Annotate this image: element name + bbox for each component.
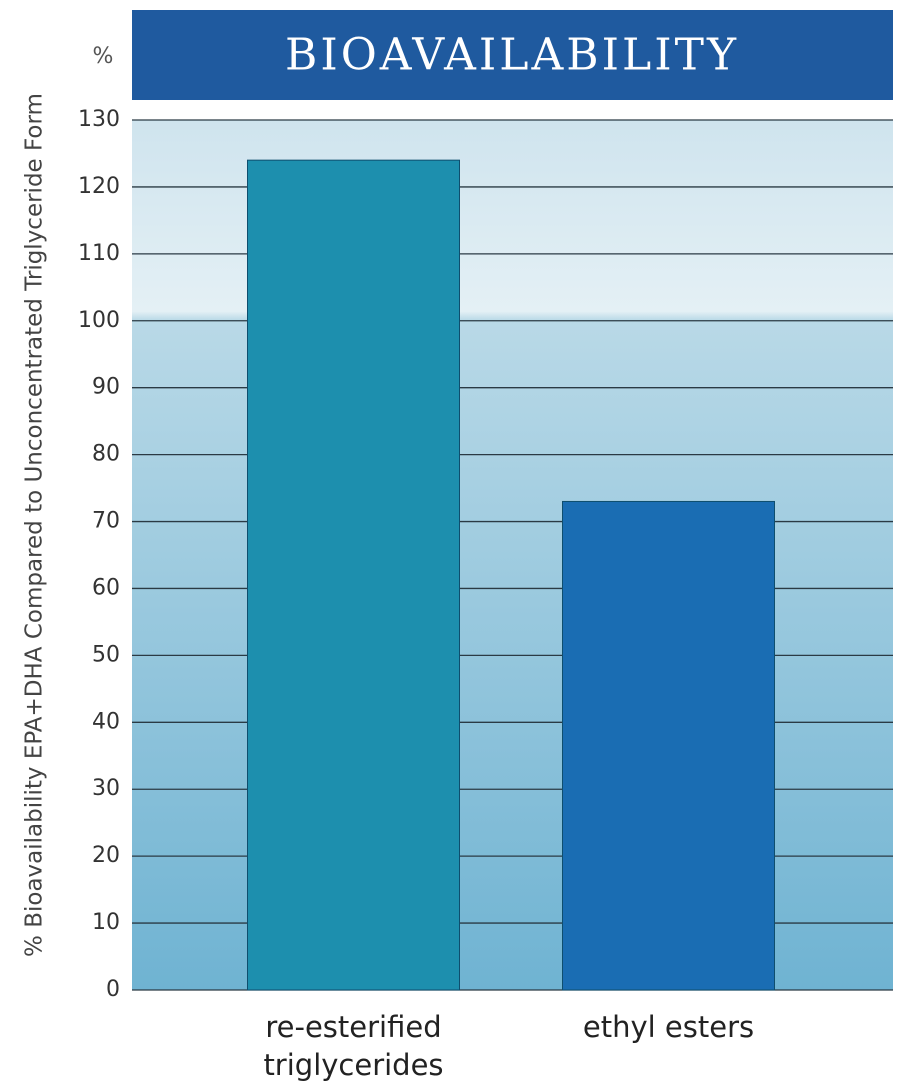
title-banner [132, 10, 893, 100]
y-tick-label: 110 [78, 241, 120, 266]
y-tick-label: 80 [92, 442, 120, 467]
x-tick-label: ethyl esters [582, 1010, 755, 1044]
y-tick-label: 90 [92, 375, 120, 400]
y-tick-label: 10 [92, 910, 120, 935]
bar [562, 500, 775, 991]
y-axis-label: % Bioavailability EPA+DHA Compared to Un… [22, 93, 48, 957]
y-tick-label: 100 [78, 308, 120, 333]
plot-background [132, 120, 893, 990]
chart-title: BIOAVAILABILITY [285, 30, 739, 81]
y-tick-label: 30 [92, 776, 120, 801]
bar [247, 159, 460, 991]
x-tick-label: re-esterified triglycerides [263, 1010, 444, 1082]
y-tick-label: 120 [78, 174, 120, 199]
y-tick-label: 70 [92, 509, 120, 534]
y-tick-label: 40 [92, 709, 120, 734]
y-tick-label: 50 [92, 642, 120, 667]
y-tick-label: 0 [106, 977, 120, 1002]
y-tick-label: 20 [92, 843, 120, 868]
y-tick-label: 60 [92, 575, 120, 600]
unit-label: % [93, 44, 114, 69]
y-tick-label: 130 [78, 107, 120, 132]
